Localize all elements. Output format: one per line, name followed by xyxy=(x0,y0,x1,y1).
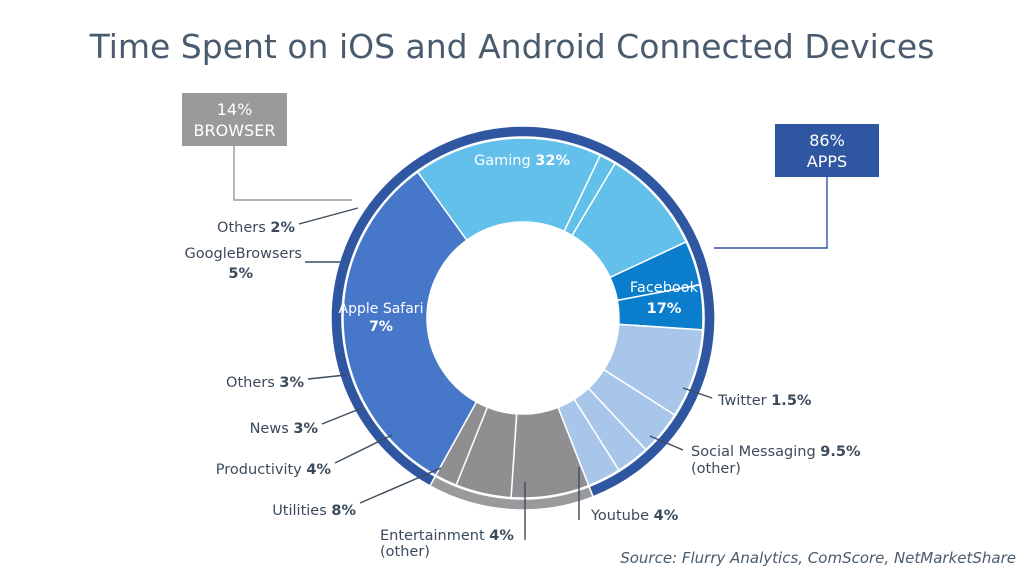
label-news-pct: 3% xyxy=(293,421,318,437)
label-entertainment-sub: (other) xyxy=(380,544,430,560)
label-news: News 3% xyxy=(250,421,319,437)
label-browser-others-pct: 2% xyxy=(270,220,295,236)
label-productivity-pct: 4% xyxy=(306,462,331,478)
label-apple-safari-pct: 7% xyxy=(369,319,393,335)
browser-box-rect xyxy=(182,93,287,146)
label-utilities-name: Utilities xyxy=(272,503,327,519)
apps-group-box: 86% APPS xyxy=(775,124,879,177)
label-entertainment-name: Entertainment xyxy=(380,528,485,544)
label-apple-safari: Apple Safari xyxy=(339,301,424,317)
label-googlebrowsers-pct: 5% xyxy=(228,266,253,282)
label-social-messaging-name: Social Messaging xyxy=(691,444,816,460)
label-productivity-name: Productivity xyxy=(216,462,302,478)
label-youtube: Youtube 4% xyxy=(590,508,679,524)
group-ring xyxy=(330,125,716,511)
label-entertainment-pct: 4% xyxy=(489,528,514,544)
apps-box-rect xyxy=(775,124,879,177)
apps-box-label: APPS xyxy=(807,152,847,171)
label-youtube-pct: 4% xyxy=(654,508,679,524)
label-apps-others-name: Others xyxy=(226,375,275,391)
label-gaming-pct: 32% xyxy=(535,153,570,169)
label-facebook-pct: 17% xyxy=(647,301,682,317)
chart-title: Time Spent on iOS and Android Connected … xyxy=(89,27,935,66)
slice-apps-facebook xyxy=(416,137,602,242)
label-entertainment: Entertainment 4% xyxy=(380,528,514,544)
label-apps-others-pct: 3% xyxy=(279,375,304,391)
label-twitter-name: Twitter xyxy=(717,393,767,409)
label-browser-others-name: Others xyxy=(217,220,266,236)
leader-apps-others xyxy=(307,374,347,380)
ring-browser xyxy=(428,475,595,511)
chart-source: Source: Flurry Analytics, ComScore, NetM… xyxy=(620,549,1016,567)
label-googlebrowsers: GoogleBrowsers xyxy=(185,246,302,262)
label-facebook: Facebook xyxy=(630,280,699,296)
label-social-messaging-pct: 9.5% xyxy=(820,444,861,460)
label-twitter: Twitter 1.5% xyxy=(717,393,812,409)
label-youtube-name: Youtube xyxy=(590,508,649,524)
leader-browser-others xyxy=(298,207,359,225)
apps-box-percent: 86% xyxy=(809,131,845,150)
browser-box-leader xyxy=(233,146,352,201)
slices xyxy=(342,137,704,499)
browser-box-percent: 14% xyxy=(217,100,253,119)
browser-group-box: 14% BROWSER xyxy=(182,93,287,146)
label-social-messaging: Social Messaging 9.5% xyxy=(691,444,861,460)
label-social-messaging-sub: (other) xyxy=(691,461,741,477)
label-gaming: Gaming 32% xyxy=(474,153,570,169)
label-utilities: Utilities 8% xyxy=(272,503,356,519)
leader-twitter xyxy=(682,387,713,399)
slice-browser-others xyxy=(434,400,489,487)
label-gaming-name: Gaming xyxy=(474,153,531,169)
label-productivity: Productivity 4% xyxy=(216,462,332,478)
browser-box-label: BROWSER xyxy=(194,121,276,140)
leader-productivity xyxy=(334,434,393,464)
apps-box-leader xyxy=(714,177,828,249)
label-browser-others: Others 2% xyxy=(217,220,295,236)
leader-news xyxy=(321,407,363,425)
leader-utilities xyxy=(359,467,442,504)
leader-social-messaging xyxy=(649,435,684,451)
label-apps-others: Others 3% xyxy=(226,375,304,391)
label-news-name: News xyxy=(250,421,289,437)
slice-apps-gaming xyxy=(342,170,478,477)
label-utilities-pct: 8% xyxy=(331,503,356,519)
label-twitter-pct: 1.5% xyxy=(771,393,812,409)
